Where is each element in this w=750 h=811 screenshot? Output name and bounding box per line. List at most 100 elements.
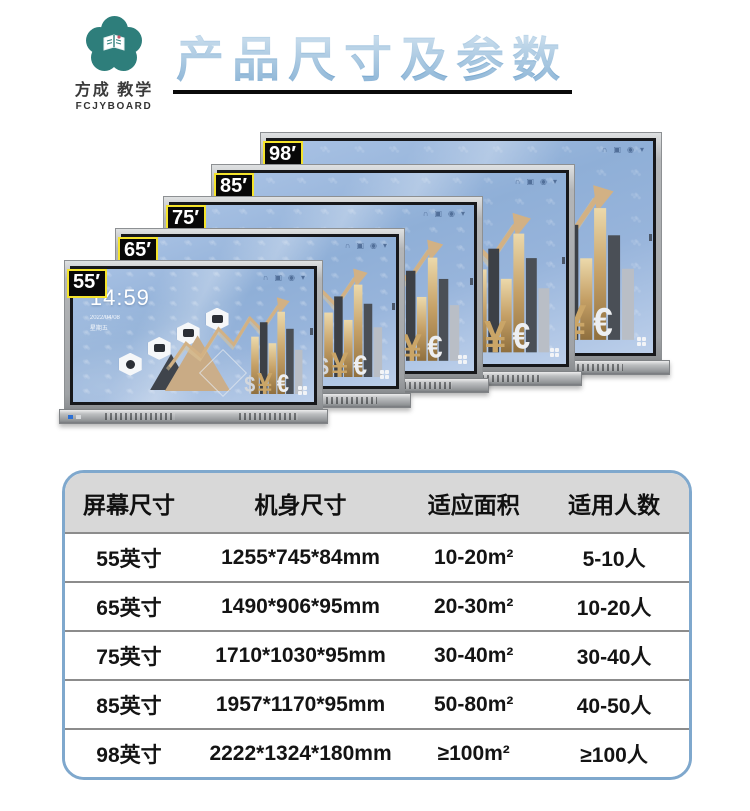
wifi-icon: ▾: [639, 145, 644, 154]
header-people: 适用人数: [568, 491, 661, 518]
dollar-symbol: $: [244, 372, 255, 394]
status-icon-row: ∩ ▣ ◉ ▾: [515, 178, 557, 186]
whiteboard-app-icon: [147, 336, 171, 360]
euro-symbol: €: [427, 330, 442, 361]
hotspot-icon: ∩: [601, 145, 608, 154]
yen-symbol: ¥: [257, 367, 273, 394]
front-ports: [67, 414, 90, 419]
open-book-icon: [99, 30, 129, 61]
growth-chart-graphic: $ ¥ €: [165, 296, 303, 395]
yen-symbol: ¥: [484, 312, 507, 352]
cell-screen-size: 98英寸: [96, 743, 162, 767]
cell-area: 30-40m²: [433, 643, 514, 667]
arrow-head: [276, 296, 290, 314]
bezel-button: [562, 257, 565, 265]
menu-grid-icon: [380, 370, 389, 379]
zigzag-line-back: [165, 304, 279, 371]
arrow-head: [426, 239, 443, 262]
zigzag-line: [168, 303, 280, 368]
arrow-head: [593, 185, 614, 213]
notes-app-icon: [205, 307, 229, 331]
clock-weekday: 星期五: [89, 325, 108, 332]
cell-people: 30-40人: [576, 645, 652, 669]
hotspot-icon: ∩: [344, 241, 351, 250]
status-icon-row: ∩ ▣ ◉ ▾: [423, 210, 465, 218]
brand-name-en: FCJYBOARD: [75, 101, 153, 112]
app-icon-arc: [73, 269, 314, 402]
bar-cluster: [250, 311, 303, 395]
table-row: 98英寸 2222*1324*180mm ≥100m² ≥100人: [65, 730, 689, 777]
screen-wallpaper: ∩ ▣ ◉ ▾ 14:59 2022/04/08 星期五: [73, 269, 314, 402]
clock-date: 2022/04/08: [89, 314, 120, 321]
title-underline: [173, 90, 572, 94]
cell-body-size: 2222*1324*180mm: [209, 741, 392, 765]
cell-people: 10-20人: [576, 596, 652, 620]
brand-logo: 方成 教学 FCJYBOARD: [56, 16, 172, 112]
lock-icon: ▣: [356, 241, 364, 250]
hotspot-icon: ∩: [422, 209, 429, 218]
compass-app-icon: [118, 352, 142, 376]
size-badge-55: 55′: [67, 269, 108, 298]
lock-icon: ▣: [613, 145, 621, 154]
table-row: 75英寸 1710*1030*95mm 30-40m² 30-40人: [65, 632, 689, 681]
cell-screen-size: 85英寸: [96, 694, 162, 718]
camera-icon: ◉: [448, 209, 455, 218]
files-app-icon: [176, 322, 200, 346]
lock-icon: ▣: [274, 273, 282, 282]
wifi-icon: ▾: [552, 177, 557, 186]
status-icon-row: ∩ ▣ ◉ ▾: [345, 242, 387, 250]
table-row: 85英寸 1957*1170*95mm 50-80m² 40-50人: [65, 681, 689, 730]
size-badge-75: 75′: [166, 205, 207, 234]
header-screen-size: 屏幕尺寸: [82, 491, 175, 518]
arrow-head: [353, 268, 369, 288]
menu-grid-icon: [458, 355, 467, 364]
cell-area: 20-30m²: [433, 594, 514, 618]
euro-symbol: €: [276, 369, 288, 394]
cell-body-size: 1957*1170*95mm: [215, 692, 386, 716]
euro-symbol: €: [512, 317, 530, 353]
wifi-icon: ▾: [460, 209, 465, 218]
cell-body-size: 1710*1030*95mm: [215, 643, 386, 667]
bezel-button: [310, 327, 313, 335]
cell-body-size: 1255*745*84mm: [221, 545, 380, 569]
arrow-head: [512, 213, 531, 238]
spec-table-header: 屏幕尺寸 机身尺寸 适应面积 适用人数: [65, 473, 689, 534]
flower-logo-icon: [86, 16, 142, 72]
cell-people: 40-50人: [576, 694, 652, 718]
lock-icon: ▣: [434, 209, 442, 218]
euro-symbol: €: [593, 300, 613, 340]
bezel-button: [649, 234, 652, 242]
hotspot-icon: ∩: [514, 177, 521, 186]
cell-people: ≥100人: [580, 743, 648, 767]
lock-icon: ▣: [526, 177, 534, 186]
display-frame: ∩ ▣ ◉ ▾ 14:59 2022/04/08 星期五: [64, 260, 323, 410]
display-55inch: ∩ ▣ ◉ ▾ 14:59 2022/04/08 星期五: [58, 260, 329, 424]
yen-symbol: ¥: [331, 346, 349, 377]
camera-icon: ◉: [540, 177, 547, 186]
brand-name-cn: 方成 教学: [74, 82, 154, 99]
table-row: 65英寸 1490*906*95mm 20-30m² 10-20人: [65, 583, 689, 632]
display-bezel: ∩ ▣ ◉ ▾ 14:59 2022/04/08 星期五: [70, 266, 317, 405]
euro-symbol: €: [354, 349, 368, 377]
table-row: 55英寸 1255*745*84mm 10-20m² 5-10人: [65, 534, 689, 583]
wifi-icon: ▾: [300, 273, 305, 282]
display-screen: ∩ ▣ ◉ ▾ 14:59 2022/04/08 星期五: [73, 269, 314, 402]
header-area: 适应面积: [427, 491, 520, 518]
cell-area: ≥100m²: [437, 741, 510, 765]
camera-icon: ◉: [370, 241, 377, 250]
cell-screen-size: 65英寸: [96, 596, 162, 620]
status-icon-row: ∩ ▣ ◉ ▾: [263, 274, 305, 282]
hotspot-icon: ∩: [262, 273, 269, 282]
camera-icon: ◉: [288, 273, 295, 282]
yen-symbol: ¥: [402, 325, 422, 361]
bezel-button: [470, 278, 473, 286]
wifi-icon: ▾: [382, 241, 387, 250]
header-body-size: 机身尺寸: [254, 491, 347, 518]
bezel-button: [392, 302, 395, 310]
menu-grid-icon: [298, 386, 307, 395]
status-icon-row: ∩ ▣ ◉ ▾: [602, 146, 644, 154]
camera-icon: ◉: [627, 145, 634, 154]
cell-area: 50-80m²: [433, 692, 514, 716]
bar-cluster: [324, 284, 383, 378]
spec-table: 屏幕尺寸 机身尺寸 适应面积 适用人数 55英寸 1255*745*84mm 1…: [62, 470, 692, 780]
